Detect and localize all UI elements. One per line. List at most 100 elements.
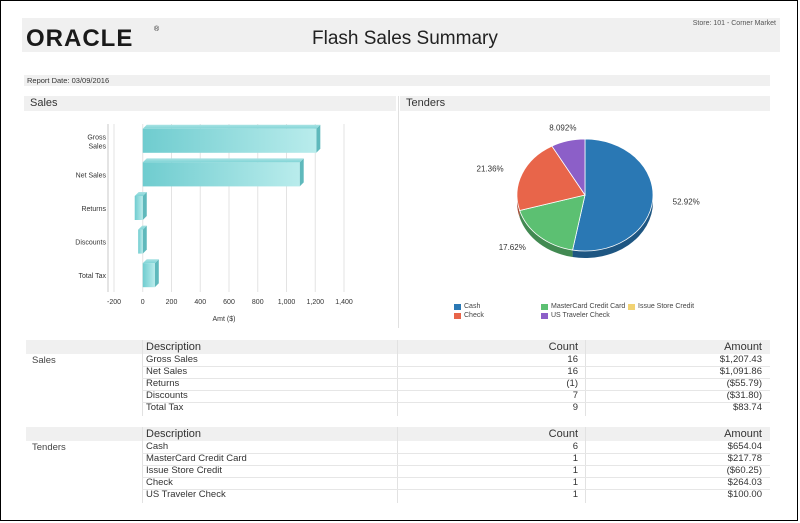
row-count: (1): [566, 378, 578, 389]
bar-category-label: Total Tax: [79, 273, 107, 280]
row-amount: ($60.25): [726, 465, 762, 476]
sales-bar-chart: Gross Sales Net Sales Returns Discounts Total…: [75, 124, 353, 323]
tenders-legend: Cash MasterCard Credit Card Issue Store …: [454, 303, 754, 323]
logo-registered-mark: ®: [154, 26, 160, 33]
row-count: 1: [572, 465, 578, 476]
row-separator: [142, 465, 770, 466]
table-row: Cash 6 $654.04: [26, 441, 770, 453]
report-header: ORACLE ® Flash Sales Summary Store: 101 …: [22, 18, 780, 52]
row-description: Check: [146, 477, 173, 488]
sales-table: Description Count Amount Sales Gross Sal…: [26, 340, 770, 418]
legend-swatch-cash: [454, 304, 461, 310]
pie-value-label: 8.092%: [549, 123, 576, 132]
row-count: 6: [572, 441, 578, 452]
row-count: 1: [572, 489, 578, 500]
bar: [142, 128, 317, 153]
bar: [134, 196, 143, 220]
row-amount: ($31.80): [726, 390, 762, 401]
sales-chart-x-axis-label: Amt ($): [213, 316, 236, 323]
pie-value-label: 52.92%: [673, 197, 700, 206]
table-row: US Traveler Check 1 $100.00: [26, 489, 770, 501]
bar-x-tick-label: 200: [166, 299, 178, 306]
bar-category-label: Gross: [87, 134, 106, 141]
panel-divider: [398, 96, 399, 328]
bar-category-label: Net Sales: [76, 172, 107, 179]
sales-header-description: Description: [146, 341, 202, 353]
bar-x-tick-label: 0: [141, 299, 145, 306]
row-count: 1: [572, 453, 578, 464]
bar-top: [138, 225, 147, 230]
bar-top: [142, 158, 304, 163]
pie-slice-edge: [519, 210, 573, 258]
row-count: 16: [567, 366, 578, 377]
bar-x-tick-label: 800: [252, 299, 264, 306]
row-amount: $217.78: [727, 453, 762, 464]
row-separator: [142, 489, 770, 490]
legend-label-cash: Cash: [464, 303, 481, 310]
legend-label-issue-credit: Issue Store Credit: [638, 303, 695, 310]
pie-slice: [551, 138, 586, 197]
bar-top: [142, 259, 159, 264]
row-count: 7: [572, 390, 578, 401]
row-description: Net Sales: [146, 366, 188, 377]
row-amount: $83.74: [732, 402, 762, 413]
row-count: 16: [567, 354, 578, 365]
bar-x-tick-label: 1,200: [306, 299, 324, 306]
page-title: Flash Sales Summary: [312, 28, 498, 49]
bar-x-tick-label: 400: [194, 299, 206, 306]
bar-x-tick-label: -200: [107, 299, 121, 306]
row-description: Discounts: [146, 390, 188, 401]
bar-category-label: Returns: [81, 206, 106, 213]
bar-category-label: Sales: [88, 143, 106, 150]
tenders-header-description: Description: [146, 428, 202, 440]
legend-label-mastercard: MasterCard Credit Card: [551, 303, 626, 310]
sales-table-header: Description Count Amount: [26, 340, 770, 354]
sales-header-count: Count: [548, 341, 578, 353]
row-amount: $1,207.43: [719, 354, 762, 365]
pie-slice: [572, 138, 654, 252]
row-description: MasterCard Credit Card: [146, 453, 247, 464]
bar-side: [299, 158, 304, 187]
table-row: Discounts 7 ($31.80): [26, 390, 770, 402]
bar-x-tick-label: 600: [223, 299, 235, 306]
row-separator: [142, 390, 770, 391]
row-description: Total Tax: [146, 402, 184, 413]
row-amount: $100.00: [727, 489, 762, 500]
bar-side: [142, 192, 147, 220]
table-row: Issue Store Credit 1 ($60.25): [26, 465, 770, 477]
sales-group-label: Sales: [32, 355, 56, 366]
row-count: 1: [572, 477, 578, 488]
store-label: Store: 101 - Corner Market: [692, 20, 776, 27]
row-count: 9: [572, 402, 578, 413]
table-row: Returns (1) ($55.79): [26, 378, 770, 390]
pie-value-label: 21.36%: [477, 164, 504, 173]
bar: [142, 263, 155, 288]
sales-panel-title: Sales: [24, 96, 396, 111]
bar-side: [316, 124, 321, 153]
table-row: Net Sales 16 $1,091.86: [26, 366, 770, 378]
table-row: MasterCard Credit Card 1 $217.78: [26, 453, 770, 465]
row-separator: [142, 378, 770, 379]
row-amount: $654.04: [727, 441, 762, 452]
tenders-pie-chart: 52.92% 17.62% 21.36% 8.092%: [477, 123, 700, 258]
sales-header-amount: Amount: [724, 341, 762, 353]
row-separator: [142, 477, 770, 478]
row-description: Returns: [146, 378, 180, 389]
table-row: Total Tax 9 $83.74: [26, 402, 770, 414]
bar-top: [142, 124, 321, 129]
legend-swatch-mastercard: [541, 304, 548, 310]
table-row: Gross Sales 16 $1,207.43: [26, 354, 770, 366]
legend-swatch-issue-credit: [628, 304, 635, 310]
bar: [138, 229, 143, 254]
row-separator: [142, 402, 770, 403]
bar-top: [134, 192, 147, 196]
table-row: Check 1 $264.03: [26, 477, 770, 489]
legend-label-traveler: US Traveler Check: [551, 312, 610, 319]
bar-x-tick-label: 1,000: [278, 299, 296, 306]
bar: [142, 162, 300, 187]
bar-side: [142, 225, 147, 254]
row-amount: $264.03: [727, 477, 762, 488]
row-description: Gross Sales: [146, 354, 198, 365]
pie-slice-edge: [572, 195, 653, 258]
row-description: Cash: [146, 441, 169, 452]
